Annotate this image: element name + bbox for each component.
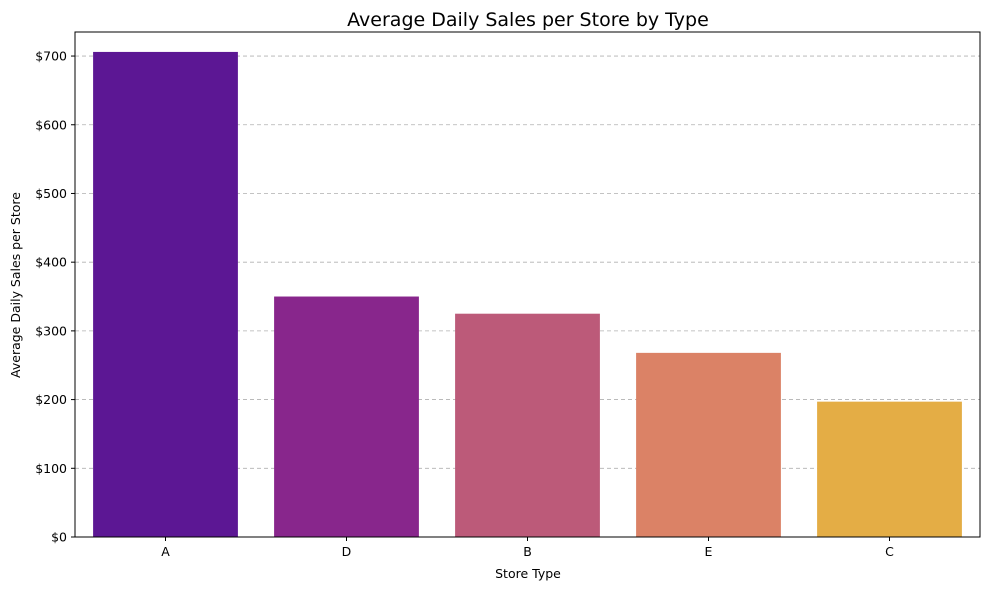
y-tick-label: $500 <box>35 186 67 201</box>
x-tick-label: A <box>161 544 170 559</box>
y-axis-label: Average Daily Sales per Store <box>8 192 23 378</box>
bar-a <box>93 51 238 537</box>
y-tick-label: $200 <box>35 392 67 407</box>
x-tick-label: E <box>705 544 713 559</box>
x-tick-label: D <box>342 544 352 559</box>
y-tick-label: $400 <box>35 255 67 270</box>
x-axis-label: Store Type <box>495 566 561 581</box>
bar-c <box>817 401 962 537</box>
chart-title: Average Daily Sales per Store by Type <box>347 9 709 31</box>
y-tick-label: $600 <box>35 117 67 132</box>
y-axis: $0 $100 $200 $300 $400 $500 $600 $700 <box>35 49 75 545</box>
y-tick-label: $0 <box>51 530 67 545</box>
bar-e <box>636 352 781 537</box>
bar-d <box>274 296 419 537</box>
y-tick-label: $300 <box>35 323 67 338</box>
x-tick-label: B <box>523 544 532 559</box>
bar-b <box>455 313 600 537</box>
x-tick-label: C <box>885 544 894 559</box>
y-tick-label: $700 <box>35 49 67 64</box>
y-tick-label: $100 <box>35 461 67 476</box>
bars <box>93 51 962 537</box>
